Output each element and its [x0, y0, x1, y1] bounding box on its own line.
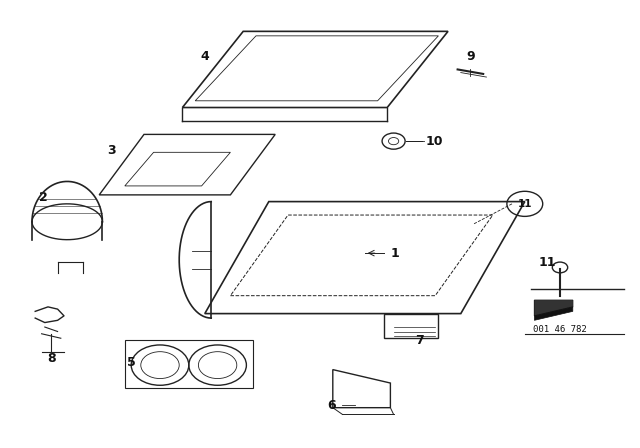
Text: 11: 11: [538, 255, 556, 269]
Text: 9: 9: [466, 49, 475, 63]
Text: 8: 8: [47, 352, 56, 365]
Text: 1: 1: [390, 246, 399, 260]
Polygon shape: [534, 300, 573, 316]
Text: 5: 5: [127, 356, 136, 370]
Text: 11: 11: [518, 199, 532, 209]
Text: 3: 3: [108, 143, 116, 157]
Text: 6: 6: [328, 399, 336, 412]
Text: 2: 2: [39, 190, 48, 204]
Text: 10: 10: [426, 134, 443, 148]
Text: 4: 4: [200, 49, 209, 63]
Text: 7: 7: [415, 334, 424, 347]
Text: 001 46 782: 001 46 782: [533, 325, 587, 334]
Polygon shape: [534, 307, 573, 320]
